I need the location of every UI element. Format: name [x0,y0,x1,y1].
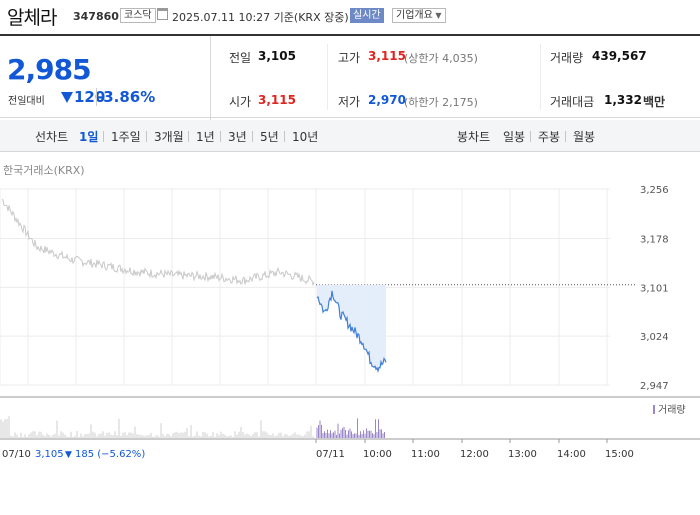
lower-limit: (하한가 2,175) [404,96,478,109]
tab-separator [220,131,221,142]
prev-day-change: 185 (−5.62%) [75,449,145,460]
calendar-icon [157,8,168,20]
today-price-line [316,290,387,374]
chevron-down-icon: ▼ [432,11,442,20]
tab-3y[interactable]: 3년 [228,130,247,144]
y-tick-label: 3,024 [640,332,669,343]
prev-day-price-line [1,198,315,286]
amount-label: 거래대금 [550,95,595,109]
volume-value: 439,567 [592,49,647,63]
low-value: 2,970 [368,93,406,107]
stock-name: 알체라 [7,7,57,29]
tab-3m[interactable]: 3개월 [154,130,184,144]
prev-day-change-arrow-icon: ▼ [65,450,72,460]
tab-separator [252,131,253,142]
divider [327,44,328,110]
low-label: 저가 [338,95,361,109]
high-value: 3,115 [368,49,406,63]
change-percent: -3.86% [96,88,156,106]
amount-value: 1,332 [604,93,642,107]
tab-separator [103,131,104,142]
y-tick-label: 3,256 [640,185,669,196]
price-summary: 2,985 전일대비 120 -3.86% 전일 3,105 시가 3,115 … [0,34,700,120]
tab-separator [530,131,531,142]
price-lines [1,198,387,374]
prev-day-close: 3,105 [35,449,64,460]
x-tick-label: 12:00 [460,449,489,460]
tab-weekly[interactable]: 주봉 [538,130,561,144]
tab-1y[interactable]: 1년 [196,130,215,144]
prev-day-label: 07/10 [2,449,31,460]
down-arrow-icon [61,92,73,103]
upper-limit: (상한가 4,035) [404,52,478,65]
tab-daily[interactable]: 일봉 [503,130,526,144]
company-info-label: 기업개요 [396,10,433,21]
volume-bars [0,416,385,438]
quote-datetime: 2025.07.11 10:27 기준(KRX 장중) [172,11,349,24]
y-tick-label: 3,178 [640,234,669,245]
tab-monthly[interactable]: 월봉 [573,130,596,144]
tab-1d[interactable]: 1일 [79,130,99,144]
tab-separator [565,131,566,142]
volume-legend: 거래량 [653,404,686,416]
realtime-button[interactable]: 실시간 [350,8,384,23]
price-chart: 3,256 3,178 3,101 3,024 2,947 07/11 10:00 11:0… [0,185,700,460]
y-axis: 3,256 3,178 3,101 3,024 2,947 [640,185,669,392]
x-tick-label: 13:00 [508,449,537,460]
prev-close-value: 3,105 [258,49,296,63]
chart-tabs: 선차트 1일 1주일 3개월 1년 3년 5년 10년 봉차트 일봉 주봉 월봉 [0,120,700,152]
volume-legend-swatch [653,405,655,414]
change-label: 전일대비 [8,96,45,107]
tab-1w[interactable]: 1주일 [111,130,141,144]
line-chart-label: 선차트 [35,130,69,144]
x-axis: 07/11 10:00 11:00 12:00 13:00 14:00 15:00 [315,439,634,460]
x-tick-label: 10:00 [363,449,392,460]
volume-label: 거래량 [550,51,584,65]
x-tick-label: 07/11 [316,449,345,460]
amount-unit: 백만 [643,95,666,109]
market-badge: 코스닥 [120,8,156,23]
chart-grid [0,188,700,440]
tab-separator [146,131,147,142]
prev-day-info: 07/10 3,105 ▼ 185 (−5.62%) [2,449,145,460]
y-tick-label: 3,101 [640,283,669,294]
stock-code: 347860 [73,10,119,23]
data-source: 한국거래소(KRX) [3,164,85,177]
stock-header: 알체라 347860 코스닥 2025.07.11 10:27 기준(KRX 장… [0,0,700,33]
x-tick-label: 15:00 [605,449,634,460]
open-value: 3,115 [258,93,296,107]
candle-chart-label: 봉차트 [457,130,491,144]
x-tick-label: 14:00 [557,449,586,460]
tab-separator [188,131,189,142]
volume-legend-label: 거래량 [658,404,686,416]
tab-separator [284,131,285,142]
tab-10y[interactable]: 10년 [292,130,319,144]
current-price: 2,985 [7,53,92,86]
divider [210,36,211,120]
change-value: 120 [74,88,106,106]
divider [540,44,541,110]
high-label: 고가 [338,51,361,65]
x-tick-label: 11:00 [411,449,440,460]
company-info-button[interactable]: 기업개요 ▼ [392,8,446,23]
open-label: 시가 [229,95,252,109]
tab-5y[interactable]: 5년 [260,130,279,144]
y-tick-label: 2,947 [640,381,669,392]
prev-close-label: 전일 [229,51,252,65]
